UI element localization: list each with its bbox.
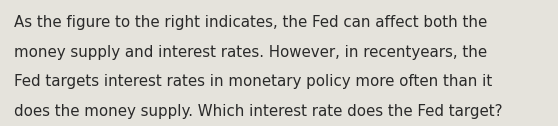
Text: does the money supply. Which interest rate does the Fed target?: does the money supply. Which interest ra… [14,104,502,119]
Text: money supply and interest rates. However, in recentyears, the: money supply and interest rates. However… [14,45,487,60]
Text: As the figure to the right indicates, the Fed can affect both the: As the figure to the right indicates, th… [14,15,487,30]
Text: Fed targets interest rates in monetary policy more often than it: Fed targets interest rates in monetary p… [14,74,492,89]
